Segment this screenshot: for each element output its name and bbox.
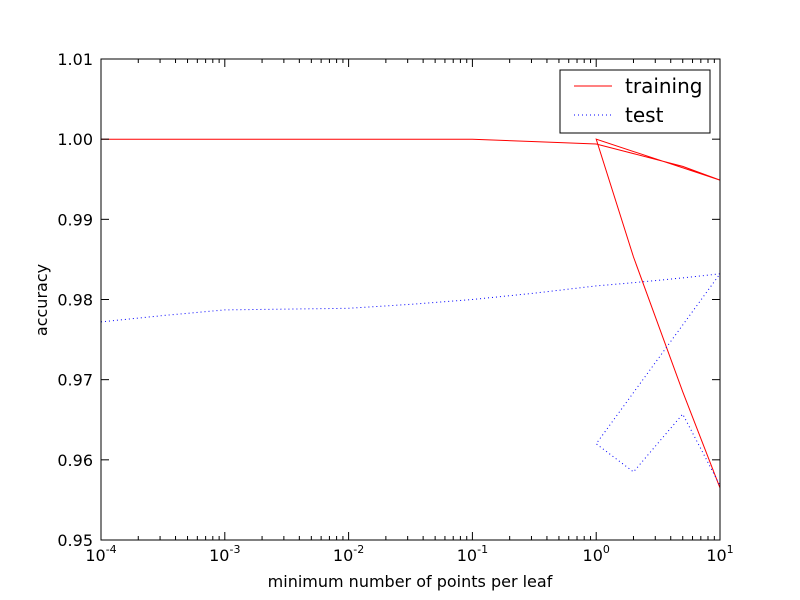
x-axis-label: minimum number of points per leaf (268, 572, 553, 591)
legend-box (559, 69, 711, 134)
y-tick-label: 0.97 (57, 371, 93, 390)
x-tick-label: 101 (706, 543, 733, 565)
x-tick-label: 100 (583, 543, 610, 565)
legend-training-label: training (625, 74, 702, 98)
y-tick-label: 0.98 (57, 291, 93, 310)
x-tick-label: 10-4 (85, 543, 116, 565)
y-tick-label: 0.99 (57, 210, 93, 229)
x-tick-label: 10-1 (457, 543, 488, 565)
y-tick-label: 1.00 (57, 130, 93, 149)
ticks-layer (100, 58, 721, 541)
y-tick-label: 1.01 (57, 50, 93, 69)
y-tick-label: 0.95 (57, 531, 93, 550)
legend-test-label: test (625, 103, 664, 127)
legend: training test (559, 69, 711, 134)
y-tick-label: 0.96 (57, 451, 93, 470)
y-axis-label: accuracy (32, 264, 51, 336)
x-tick-label: 10-3 (209, 543, 240, 565)
series-line-training (101, 138, 721, 489)
x-tick-label: 10-2 (333, 543, 364, 565)
series-layer (100, 138, 722, 489)
tick-labels: 10-4 10-3 10-2 10-1 100 101 0.95 0.96 0.97 0.98 0.… (57, 50, 733, 565)
